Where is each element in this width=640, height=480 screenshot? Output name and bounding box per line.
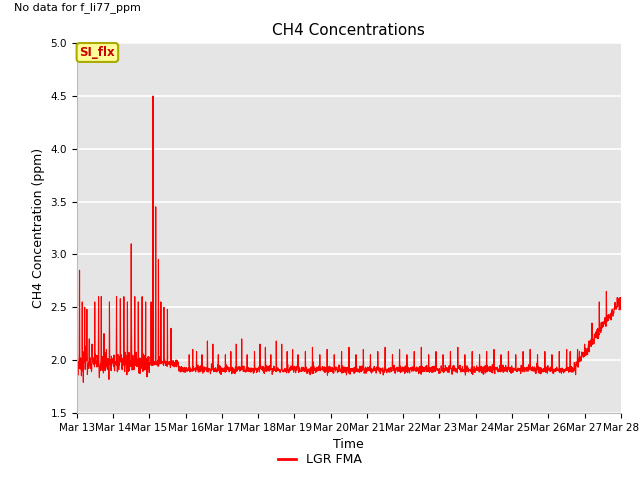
Text: SI_flx: SI_flx — [79, 46, 115, 59]
Text: No data for f_li77_ppm: No data for f_li77_ppm — [14, 2, 141, 12]
Title: CH4 Concentrations: CH4 Concentrations — [273, 23, 425, 38]
Y-axis label: CH4 Concentration (ppm): CH4 Concentration (ppm) — [32, 148, 45, 308]
X-axis label: Time: Time — [333, 438, 364, 451]
Legend: LGR FMA: LGR FMA — [273, 448, 367, 471]
